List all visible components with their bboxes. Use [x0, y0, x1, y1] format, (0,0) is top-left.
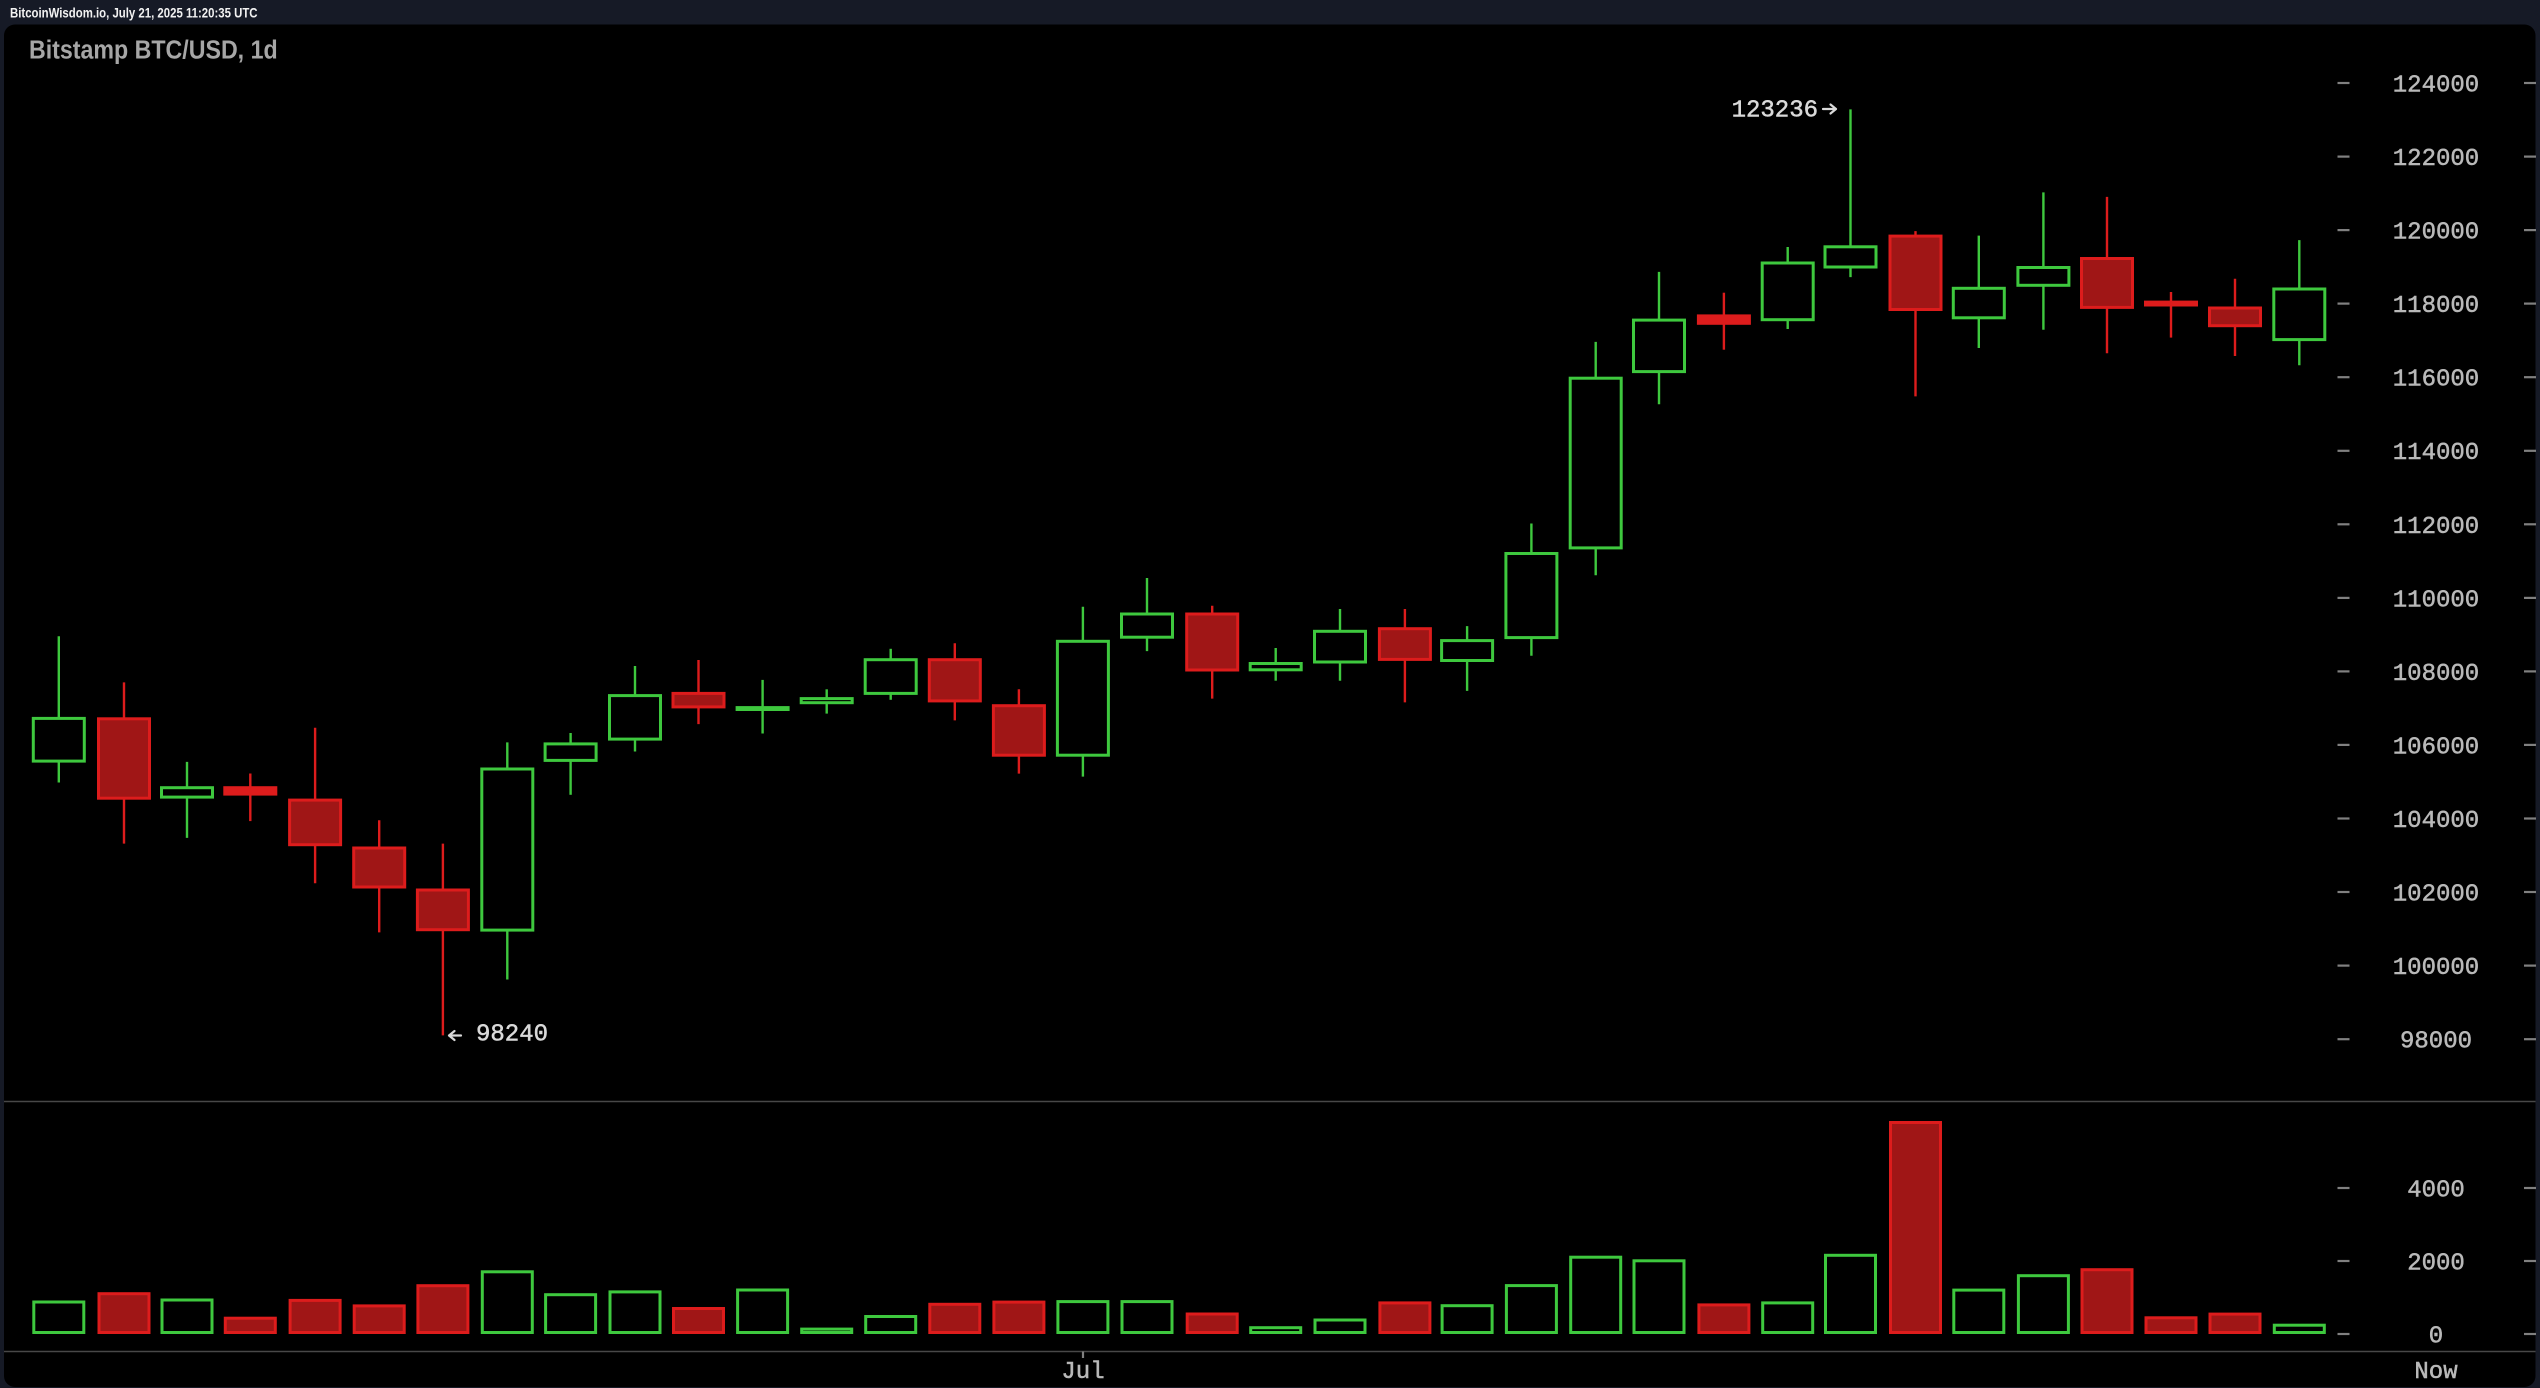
svg-text:4000: 4000	[2407, 1178, 2465, 1205]
svg-text:102000: 102000	[2393, 882, 2479, 909]
svg-text:Bitstamp BTC/USD, 1d: Bitstamp BTC/USD, 1d	[29, 37, 278, 65]
svg-text:108000: 108000	[2393, 661, 2479, 688]
svg-text:123236: 123236	[1732, 98, 1818, 125]
svg-text:0: 0	[2429, 1324, 2443, 1351]
svg-text:110000: 110000	[2393, 587, 2479, 614]
svg-text:124000: 124000	[2393, 73, 2479, 100]
svg-text:BitcoinWisdom.io, July 21, 202: BitcoinWisdom.io, July 21, 2025 11:20:35…	[10, 6, 258, 21]
svg-text:114000: 114000	[2393, 440, 2479, 467]
svg-text:118000: 118000	[2393, 293, 2479, 320]
svg-text:112000: 112000	[2393, 514, 2479, 541]
svg-text:100000: 100000	[2393, 955, 2479, 982]
svg-text:Jul: Jul	[1061, 1359, 1104, 1386]
svg-text:122000: 122000	[2393, 146, 2479, 173]
svg-text:106000: 106000	[2393, 734, 2479, 761]
svg-text:Now: Now	[2414, 1359, 2458, 1386]
svg-text:116000: 116000	[2393, 367, 2479, 394]
svg-text:2000: 2000	[2407, 1251, 2465, 1278]
svg-text:98240: 98240	[476, 1022, 548, 1049]
svg-text:104000: 104000	[2393, 808, 2479, 835]
svg-text:120000: 120000	[2393, 220, 2479, 247]
svg-text:98000: 98000	[2400, 1029, 2472, 1056]
